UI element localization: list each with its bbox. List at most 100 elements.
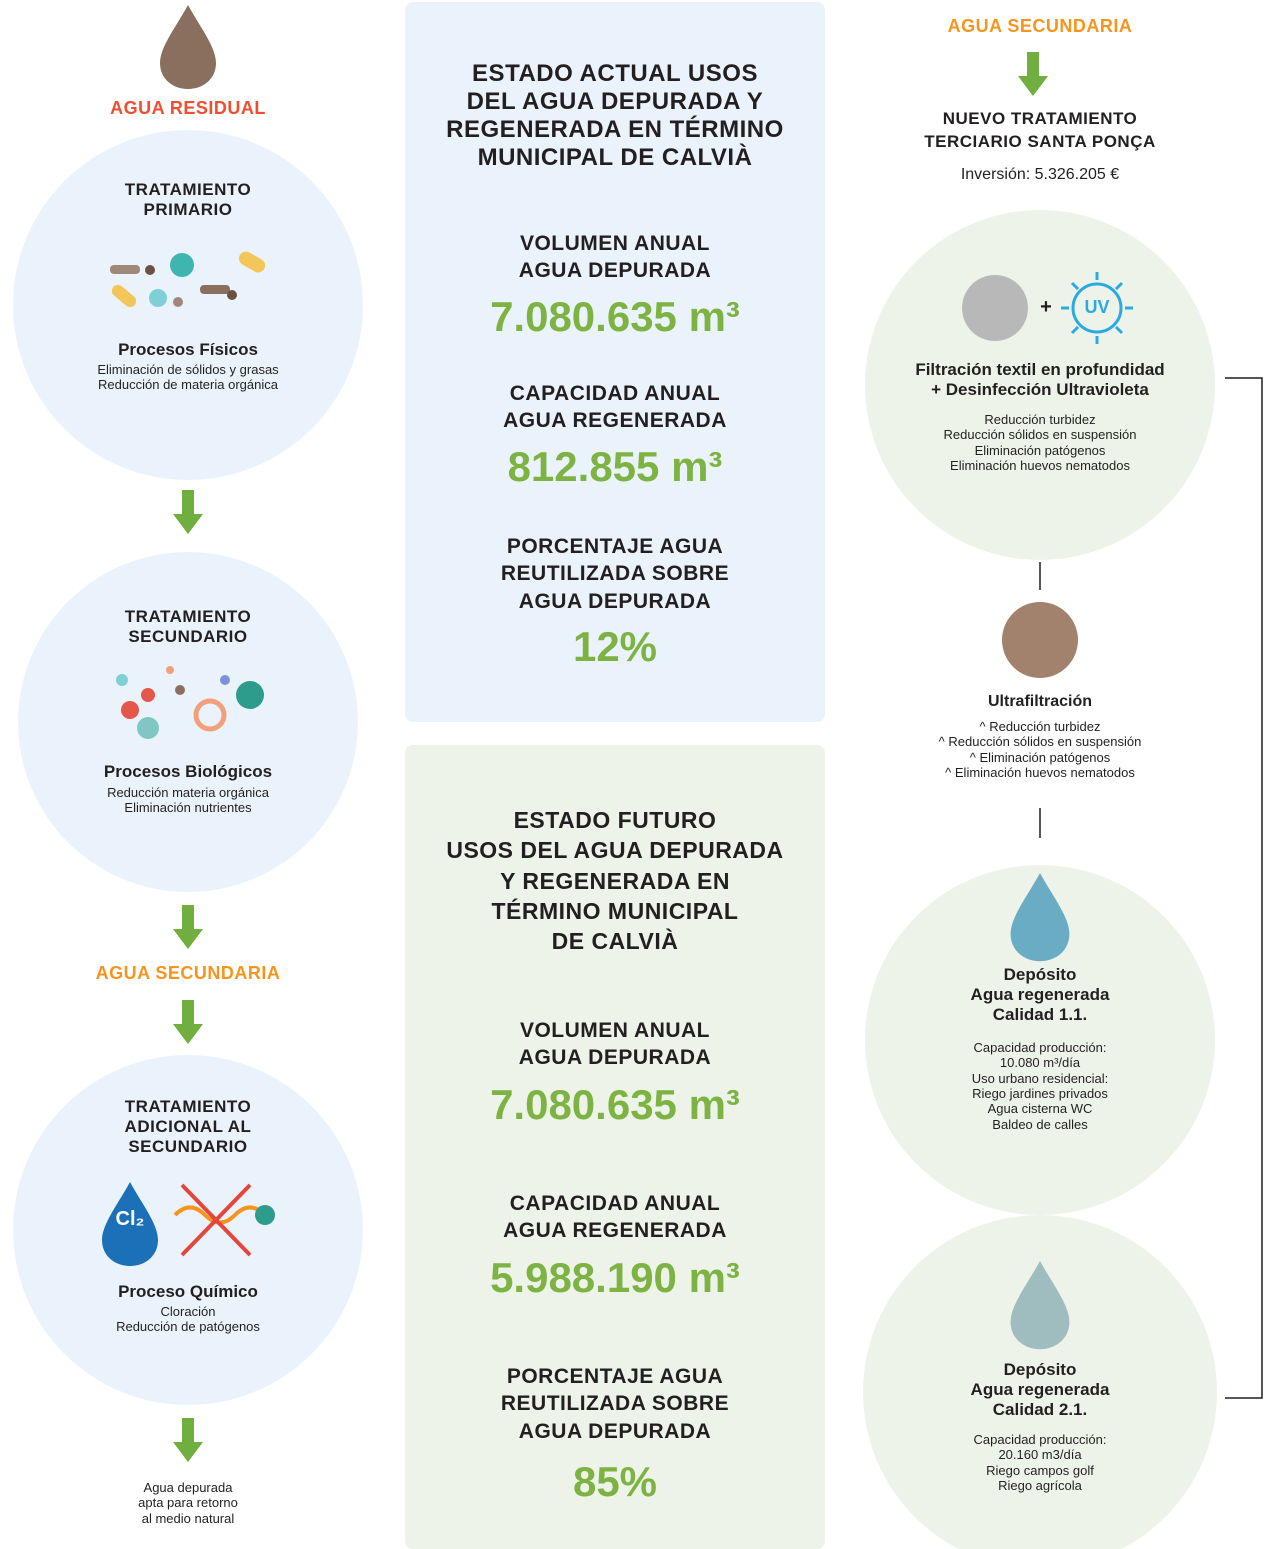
deposit-details-line: 20.160 m3/día	[890, 1447, 1190, 1462]
process-details: Eliminación de sólidos y grasasReducción…	[28, 362, 348, 393]
deposit-title-line: Depósito	[890, 1360, 1190, 1380]
metric-label-line: AGUA REGENERADA	[415, 1217, 815, 1244]
metric-label-line: AGUA DEPURADA	[415, 257, 815, 284]
metric-label-line: REUTILIZADA SOBRE	[415, 560, 815, 587]
deposit-details-line: Riego jardines privados	[890, 1086, 1190, 1101]
process-details-line: Eliminación de sólidos y grasas	[28, 362, 348, 377]
process-name: Procesos Físicos	[28, 340, 348, 360]
metric-value: 812.855 m³	[415, 442, 815, 492]
metric-label-line: AGUA DEPURADA	[415, 1044, 815, 1071]
step-title-line: TRATAMIENTO	[38, 180, 338, 200]
metric-value: 5.988.190 m³	[415, 1253, 815, 1303]
stage-details-line: ^ Eliminación huevos nematodos	[880, 765, 1200, 780]
metric-label-line: CAPACIDAD ANUAL	[415, 380, 815, 407]
process-details-line: Eliminación nutrientes	[28, 800, 348, 815]
metric-label-line: REUTILIZADA SOBRE	[415, 1390, 815, 1417]
process-details-line: Reducción de patógenos	[28, 1319, 348, 1334]
flow-arrow	[173, 1000, 203, 1044]
panel-title-line: TÉRMINO MUNICIPAL	[415, 896, 815, 926]
source-label: AGUA RESIDUAL	[38, 98, 338, 119]
stage-details-line: Eliminación huevos nematodos	[880, 458, 1200, 473]
textile-filter-icon	[962, 275, 1028, 341]
step-title-line: SECUNDARIO	[38, 1137, 338, 1157]
flow-arrow	[173, 1418, 203, 1462]
metric-value: 7.080.635 m³	[415, 1080, 815, 1130]
deposit-details-line: Agua cisterna WC	[890, 1101, 1190, 1116]
stage-title-line: Filtración textil en profundidad	[870, 360, 1210, 380]
outcome-text-line: al medio natural	[68, 1511, 308, 1526]
investment: Inversión: 5.326.205 €	[890, 166, 1190, 185]
flow-arrow	[1018, 52, 1048, 96]
deposit-details-line: Baldeo de calles	[890, 1117, 1190, 1132]
panel-title-line: REGENERADA EN TÉRMINO	[415, 116, 815, 144]
metric-label-line: CAPACIDAD ANUAL	[415, 1190, 815, 1217]
wastewater-drop	[160, 5, 216, 89]
outcome-text-line: Agua depurada	[68, 1480, 308, 1495]
stage-details-line: ^ Reducción sólidos en suspensión	[880, 734, 1200, 749]
step-title-line: PRIMARIO	[38, 200, 338, 220]
deposit-title-line: Agua regenerada	[890, 985, 1190, 1005]
bracket	[1225, 378, 1262, 1398]
plus-sign: +	[1036, 296, 1056, 320]
deposit-details-line: Capacidad producción:	[890, 1040, 1190, 1055]
flow-arrow	[173, 490, 203, 534]
metric-label-line: AGUA REGENERADA	[415, 407, 815, 434]
metric-label-line: AGUA DEPURADA	[415, 1418, 815, 1445]
step-title-line: ADICIONAL AL	[38, 1117, 338, 1137]
stage-details-line: ^ Reducción turbidez	[880, 719, 1200, 734]
deposit-details-line: Capacidad producción:	[890, 1432, 1190, 1447]
metric-value: 85%	[415, 1457, 815, 1507]
source-label: AGUA SECUNDARIA	[890, 16, 1190, 37]
treatment-title-line: TERCIARIO SANTA PONÇA	[880, 131, 1200, 154]
deposit-title: DepósitoAgua regeneradaCalidad 1.1.	[890, 965, 1190, 1025]
deposit-title-line: Depósito	[890, 965, 1190, 985]
treatment-title-line: NUEVO TRATAMIENTO	[880, 108, 1200, 131]
panel-title-line: DE CALVIÀ	[415, 926, 815, 956]
panel-title-line: MUNICIPAL DE CALVIÀ	[415, 144, 815, 172]
outcome-text-line: apta para retorno	[68, 1495, 308, 1510]
metric-value: 7.080.635 m³	[415, 292, 815, 342]
deposit-title-line: Calidad 2.1.	[890, 1400, 1190, 1420]
panel-title-line: ESTADO FUTURO	[415, 805, 815, 835]
panel-title-line: USOS DEL AGUA DEPURADA	[415, 835, 815, 865]
process-name: Proceso Químico	[28, 1282, 348, 1302]
infographic: AGUA RESIDUALTRATAMIENTOPRIMARIOProcesos…	[0, 0, 1271, 1549]
process-details-line: Reducción materia orgánica	[28, 785, 348, 800]
deposit-details-line: Riego campos golf	[890, 1463, 1190, 1478]
stage-details-line: Reducción turbidez	[880, 412, 1200, 427]
process-details-line: Reducción de materia orgánica	[28, 377, 348, 392]
step-title-line: TRATAMIENTO	[38, 607, 338, 627]
icon-label: Cl₂	[100, 1208, 160, 1232]
metric-label-line: PORCENTAJE AGUA	[415, 1363, 815, 1390]
step-title-line: SECUNDARIO	[38, 627, 338, 647]
stage-title: Filtración textil en profundidad+ Desinf…	[870, 360, 1210, 400]
metric-label-line: VOLUMEN ANUAL	[415, 230, 815, 257]
metric-value: 12%	[415, 622, 815, 672]
metric-label-line: PORCENTAJE AGUA	[415, 533, 815, 560]
stage-title: Ultrafiltración	[890, 693, 1190, 712]
flow-arrow	[173, 905, 203, 949]
stage-details-line: ^ Eliminación patógenos	[880, 750, 1200, 765]
step-circle	[18, 552, 358, 892]
deposit-details-line: Uso urbano residencial:	[890, 1071, 1190, 1086]
panel-title-line: ESTADO ACTUAL USOS	[415, 60, 815, 88]
metric-label: PORCENTAJE AGUAREUTILIZADA SOBREAGUA DEP…	[415, 533, 815, 615]
intermediate-label: AGUA SECUNDARIA	[38, 963, 338, 984]
process-name: Procesos Biológicos	[28, 762, 348, 782]
stage-details-line: Reducción sólidos en suspensión	[880, 427, 1200, 442]
deposit-details-line: 10.080 m³/día	[890, 1055, 1190, 1070]
panel-title-line: Y REGENERADA EN	[415, 866, 815, 896]
uv-label: UV	[1077, 297, 1117, 318]
stage-details: ^ Reducción turbidez^ Reducción sólidos …	[880, 719, 1200, 780]
